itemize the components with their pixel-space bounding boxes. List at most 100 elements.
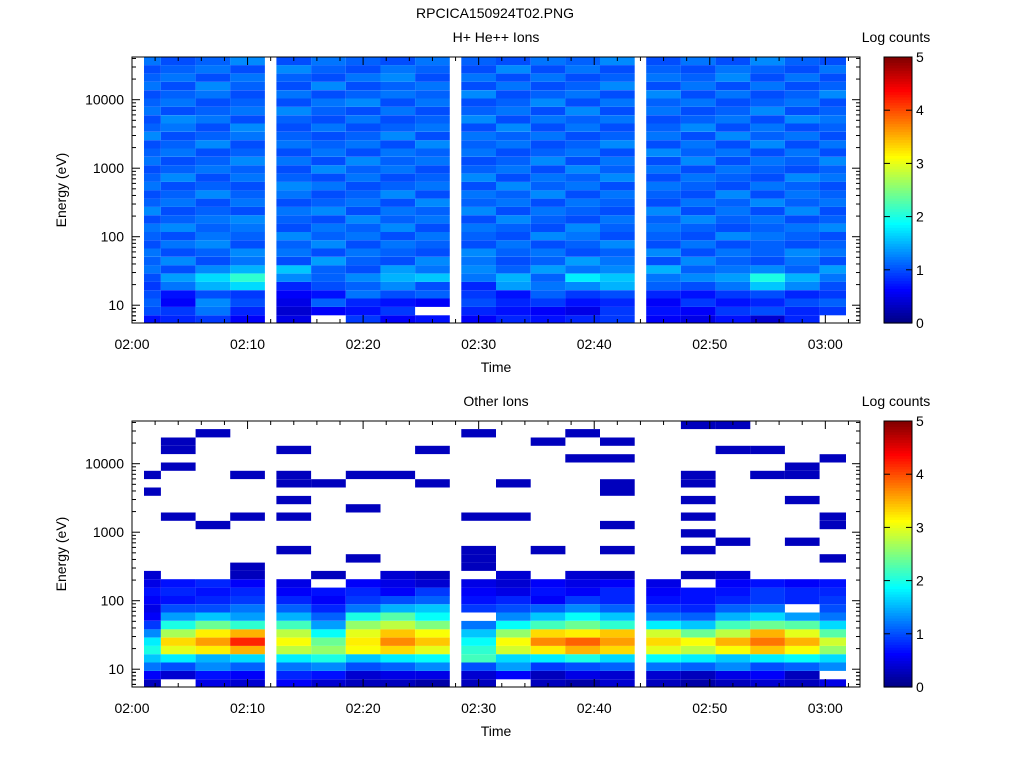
heatmap-cell: [646, 256, 681, 266]
colorbar-step: [884, 498, 912, 502]
heatmap-cell: [311, 198, 346, 207]
heatmap-cell: [819, 595, 846, 605]
heatmap-cell: [680, 90, 716, 99]
heatmap-cell: [565, 156, 600, 166]
heatmap-cell: [380, 181, 416, 191]
colorbar-step: [884, 83, 912, 87]
heatmap-cell: [311, 173, 346, 182]
colorbar-step: [884, 620, 912, 624]
heatmap-cell: [276, 273, 312, 282]
heatmap-cell: [311, 156, 346, 166]
heatmap-cell: [415, 65, 450, 74]
heatmap-cell: [230, 470, 265, 480]
colorbar-step: [884, 447, 912, 451]
heatmap-cell: [160, 215, 196, 224]
heatmap-cell: [530, 173, 566, 182]
heatmap-cell: [646, 637, 681, 646]
heatmap-cell: [600, 223, 635, 232]
heatmap-cell: [195, 273, 231, 282]
heatmap-cell: [380, 273, 416, 282]
heatmap-cell: [345, 595, 381, 605]
heatmap-cell: [144, 165, 161, 174]
heatmap-cell: [311, 65, 346, 74]
colorbar-step: [884, 96, 912, 101]
heatmap-cell: [230, 190, 265, 199]
heatmap-cell: [311, 98, 346, 107]
heatmap-cell: [160, 462, 196, 471]
heatmap-cell: [144, 315, 161, 323]
heatmap-cell: [646, 223, 681, 232]
colorbar-step: [884, 514, 912, 518]
heatmap-cell: [195, 198, 231, 207]
heatmap-cell: [819, 73, 846, 82]
colorbar-step: [884, 301, 912, 305]
colorbar-step: [884, 495, 912, 499]
heatmap-cell: [144, 223, 161, 232]
heatmap-cell: [646, 579, 681, 588]
heatmap-cell: [461, 240, 496, 249]
heatmap-cell: [715, 256, 751, 266]
heatmap-cell: [415, 637, 450, 646]
heatmap-cell: [530, 65, 566, 74]
heatmap-cell: [530, 156, 566, 166]
heatmap-cell: [345, 670, 381, 680]
heatmap-cell: [600, 73, 635, 82]
heatmap-cell: [496, 123, 531, 132]
heatmap-cell: [345, 281, 381, 291]
heatmap-cell: [530, 248, 566, 257]
colorbar-step: [884, 126, 912, 130]
heatmap-cell: [530, 273, 566, 282]
colorbar-step: [884, 312, 912, 316]
heatmap-cell: [276, 620, 312, 630]
heatmap-cell: [230, 90, 265, 99]
heatmap-cell: [144, 654, 161, 663]
heatmap-cell: [496, 612, 531, 621]
heatmap-cell: [680, 637, 716, 646]
heatmap-cell: [461, 90, 496, 99]
heatmap-cell: [496, 306, 531, 316]
heatmap-cell: [715, 223, 751, 232]
heatmap-cell: [600, 81, 635, 91]
heatmap-cell: [144, 256, 161, 266]
heatmap-cell: [144, 231, 161, 241]
heatmap-cell: [345, 662, 381, 671]
heatmap-cell: [565, 679, 600, 687]
y-axis-label: Energy (eV): [53, 153, 69, 228]
colorbar-step: [884, 519, 912, 523]
heatmap-cell: [345, 81, 381, 91]
heatmap-cell: [276, 256, 312, 266]
heatmap-cell: [715, 570, 751, 580]
colorbar-step: [884, 57, 912, 61]
heatmap-cell: [819, 223, 846, 232]
heatmap-cell: [600, 620, 635, 630]
colorbar-step: [884, 315, 912, 319]
heatmap-cell: [461, 545, 496, 555]
heatmap-cell: [530, 437, 566, 446]
heatmap-cell: [819, 156, 846, 166]
colorbar-step: [884, 320, 912, 324]
colorbar-step: [884, 235, 912, 239]
colorbar-step: [884, 665, 912, 669]
heatmap-cell: [784, 629, 820, 638]
colorbar-step: [884, 208, 912, 212]
heatmap-cell: [750, 265, 785, 274]
heatmap-cell: [565, 629, 600, 638]
heatmap-cell: [819, 604, 846, 613]
heatmap-cell: [311, 637, 346, 646]
heatmap-cell: [380, 265, 416, 274]
heatmap-cell: [461, 512, 496, 521]
heatmap-cell: [380, 173, 416, 182]
heatmap-cell: [819, 248, 846, 257]
colorbar-step: [884, 158, 912, 162]
heatmap-cell: [380, 240, 416, 249]
heatmap-cell: [715, 173, 751, 182]
heatmap-cell: [646, 65, 681, 74]
heatmap-cell: [380, 629, 416, 638]
heatmap-cell: [680, 645, 716, 655]
heatmap-cell: [750, 470, 785, 480]
heatmap-cell: [819, 181, 846, 191]
heatmap-cell: [496, 98, 531, 107]
heatmap-cell: [415, 57, 450, 66]
heatmap-cell: [646, 198, 681, 207]
heatmap-cell: [195, 106, 231, 116]
